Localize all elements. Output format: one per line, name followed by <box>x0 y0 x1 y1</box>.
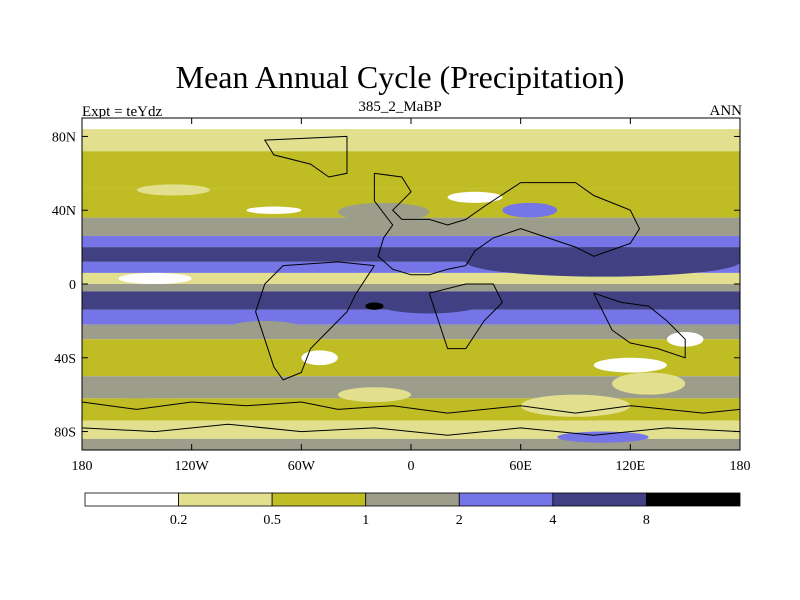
experiment-label: Expt = teYdz <box>82 104 163 120</box>
x-axis: 180 120W 60W 0 60E 120E 180 <box>72 118 751 474</box>
x-tick-label: 120E <box>616 459 646 474</box>
x-tick-label: 180 <box>72 459 93 474</box>
coastline-5 <box>82 401 740 414</box>
colorbar-swatch-3 <box>365 492 460 507</box>
precip-patch-13 <box>520 394 631 417</box>
colorbar-label: 1 <box>362 513 369 528</box>
y-axis: 80N 40N 0 40S 80S <box>52 130 740 441</box>
colorbar-label: 8 <box>643 513 650 528</box>
precip-patch-9 <box>301 350 338 366</box>
precip-patch-1 <box>246 206 302 214</box>
precip-band-12 <box>82 324 740 340</box>
precip-band-8 <box>82 272 740 284</box>
x-tick-label: 60E <box>509 459 532 474</box>
y-tick-label: 40N <box>52 204 76 219</box>
x-tick-label: 120W <box>175 459 210 474</box>
y-tick-label: 80N <box>52 130 76 145</box>
colorbar-label: 4 <box>549 513 556 528</box>
colorbar-label: 0.2 <box>170 513 188 528</box>
coastline-group <box>82 135 740 436</box>
precip-patch-10 <box>593 357 667 373</box>
colorbar-swatch-5 <box>552 492 647 507</box>
colorbar-swatch-4 <box>458 492 554 507</box>
precip-patch-4 <box>337 202 430 222</box>
colorbar-swatch-1 <box>178 492 273 507</box>
precip-band-5 <box>82 236 740 248</box>
chart-subtitle: 385_2_MaBP <box>358 99 442 115</box>
coastline-4 <box>593 292 686 359</box>
colorbar-swatch-2 <box>271 492 367 507</box>
chart-title: Mean Annual Cycle (Precipitation) <box>175 59 625 95</box>
colorbar: 0.2 0.5 1 2 4 8 <box>84 492 741 528</box>
coastline-6 <box>82 423 740 436</box>
precip-patch-2 <box>447 191 503 203</box>
precip-patch-11 <box>612 372 686 395</box>
precip-band-9 <box>82 284 740 292</box>
precip-patch-3 <box>502 202 558 218</box>
precip-band-4 <box>82 217 740 237</box>
colorbar-swatch-0 <box>84 492 179 507</box>
precip-patch-6 <box>374 291 485 314</box>
colorbar-label: 0.5 <box>263 513 281 528</box>
x-tick-label: 0 <box>408 459 415 474</box>
x-tick-label: 60W <box>288 459 316 474</box>
colorbar-label: 2 <box>456 513 463 528</box>
precip-band-14 <box>82 376 740 399</box>
colorbar-swatch-6 <box>646 492 741 507</box>
precip-band-15 <box>82 398 740 421</box>
coastline-3 <box>428 283 504 350</box>
y-tick-label: 0 <box>69 278 76 293</box>
precip-patch-7 <box>365 302 384 310</box>
y-tick-label: 40S <box>54 352 76 367</box>
precip-band-11 <box>82 309 740 325</box>
precip-patch-0 <box>136 184 210 196</box>
precip-patch-5 <box>465 247 740 277</box>
precip-band-1 <box>82 129 740 152</box>
coastline-2 <box>255 261 375 381</box>
coastline-1 <box>373 172 641 276</box>
precip-patch-8 <box>118 272 192 285</box>
precip-band-2 <box>82 151 740 189</box>
precip-patch-14 <box>82 383 192 399</box>
y-tick-label: 80S <box>54 426 76 441</box>
x-tick-label: 180 <box>730 459 751 474</box>
precip-band-7 <box>82 261 740 273</box>
coastline-0 <box>263 135 348 178</box>
precip-patch-15 <box>337 387 412 403</box>
season-label: ANN <box>709 103 743 119</box>
map-plot-area <box>82 118 740 450</box>
precip-patch-17 <box>228 320 302 336</box>
